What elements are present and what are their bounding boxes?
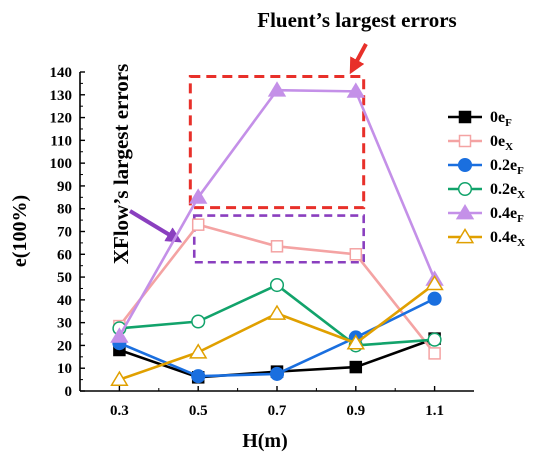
data-point [427,291,442,306]
legend-marker [458,110,472,124]
legend-marker [457,181,473,197]
data-point [270,240,284,253]
y-tick-label: 30 [57,316,72,332]
data-point [427,332,442,347]
data-point [269,277,285,293]
y-tick-label: 140 [50,65,73,81]
legend-label: 0.2eX [490,181,525,201]
legend-entry: 0eF [448,109,512,129]
fluent-annotation-label: Fluent’s largest errors [257,8,456,32]
legend-marker [455,204,475,220]
legend-label: 0eF [490,109,512,129]
x-tick-label: 0.3 [110,403,129,419]
y-tick-label: 130 [50,88,73,104]
x-axis-title: H(m) [242,430,288,452]
legend-marker [457,157,473,173]
legend-label: 0.4eF [490,205,524,225]
data-point [110,327,129,343]
series-04ex [110,274,444,386]
y-tick-label: 10 [57,361,72,377]
data-point [346,334,365,350]
data-point [349,360,363,374]
legend-entry: 0.4eF [448,204,524,225]
axes: 0 10 20 30 40 50 60 70 80 90 100 110 120 130 140 0.3 0.5… [50,65,474,419]
y-tick-label: 0 [65,384,73,400]
legend-label: 0.4eX [490,229,525,249]
legend-label: 0.2eF [490,157,524,177]
legend-entry: 0.2eF [448,157,524,177]
y-tick-label: 40 [57,293,72,309]
data-point [425,274,444,291]
fluent-error-box [188,75,366,210]
legend-entry: 0eX [448,133,513,153]
x-tick-label: 0.7 [268,403,287,419]
series-layer [110,81,444,386]
data-point [191,218,205,231]
y-tick-label: 110 [50,133,72,149]
legend: 0eF 0eX 0.2eF 0.2eX 0.4eF 0.4eX [448,109,525,249]
legend-label: 0eX [490,133,513,153]
y-axis-title: e(100%) [9,195,31,267]
series-line [118,88,436,337]
xflow-annotation-label: XFlow’s largest errors [109,64,133,265]
y-tick-label: 20 [57,338,72,354]
x-tick-label: 0.9 [346,403,365,419]
legend-entry: 0.4eX [448,228,525,249]
legend-entry: 0.2eX [448,181,525,201]
x-tick-label: 0.5 [189,403,208,419]
data-point [269,366,285,381]
y-tick-label: 90 [57,179,72,195]
legend-marker [455,228,475,244]
y-tick-label: 120 [50,111,73,127]
xflow-error-box [192,214,365,264]
y-tick-label: 100 [50,156,73,172]
fluent-arrow [349,43,368,75]
data-point [189,188,208,204]
legend-marker [458,134,472,148]
y-tick-label: 70 [57,225,72,241]
data-point [191,314,206,329]
y-tick-label: 50 [57,270,72,286]
data-point [267,304,287,320]
x-tick-label: 1.1 [425,403,444,419]
data-point [428,347,441,360]
data-point [189,343,208,359]
series-04ef [110,81,444,343]
y-tick-label: 60 [57,247,72,263]
annotation-layer: Fluent’s largest errors XFlow’s largest e… [109,8,457,264]
y-tick-label: 80 [57,202,72,218]
xflow-arrow [128,209,183,243]
data-point [267,81,287,97]
data-point [346,82,365,98]
data-point [110,370,129,386]
data-point [349,248,363,261]
data-point [191,369,206,384]
